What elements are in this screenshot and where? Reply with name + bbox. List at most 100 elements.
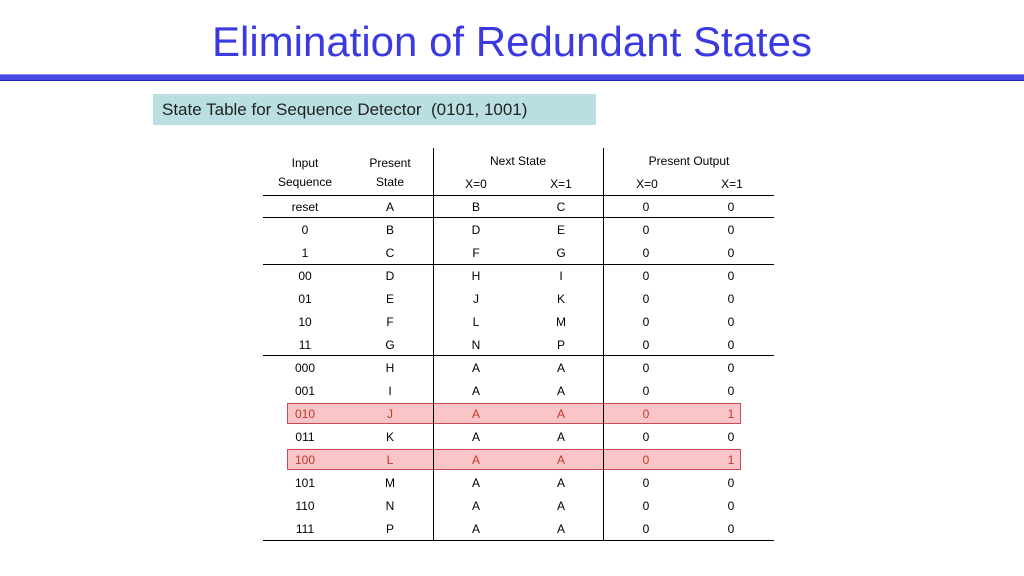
cell-present-state: H	[385, 361, 395, 375]
header-rule	[263, 195, 774, 196]
cell-next-x1: A	[556, 476, 565, 490]
cell-next-x1: C	[556, 200, 566, 214]
cell-next-x0: L	[472, 315, 480, 329]
cell-output-x1: 0	[727, 338, 735, 352]
header-present-line2: State	[375, 175, 405, 189]
cell-next-x0: F	[472, 246, 480, 260]
cell-output-x0: 0	[642, 338, 650, 352]
header-input-line1: Input	[291, 156, 319, 170]
cell-output-x1: 0	[727, 246, 735, 260]
table-caption: State Table for Sequence Detector (0101,…	[153, 94, 596, 125]
cell-output-x1: 0	[727, 200, 735, 214]
cell-output-x0: 0	[642, 522, 650, 536]
cell-present-state: A	[385, 200, 394, 214]
cell-input-sequence: 10	[298, 315, 312, 329]
cell-output-x0: 0	[642, 361, 650, 375]
cell-next-x0: N	[471, 338, 481, 352]
cell-next-x1: G	[556, 246, 566, 260]
cell-next-x0: A	[471, 384, 480, 398]
cell-present-state: L	[386, 453, 394, 467]
cell-input-sequence: 100	[294, 453, 316, 467]
cell-next-x0: H	[471, 269, 481, 283]
highlight-row-100	[287, 449, 741, 470]
cell-next-x1: E	[556, 223, 565, 237]
header-next-x0: X=0	[465, 177, 487, 191]
cell-present-state: P	[385, 522, 394, 536]
header-present-line1: Present	[369, 156, 411, 170]
cell-output-x0: 0	[642, 246, 650, 260]
cell-next-x1: A	[556, 499, 565, 513]
cell-next-x1: A	[556, 407, 565, 421]
cell-output-x0: 0	[642, 476, 650, 490]
cell-next-x1: M	[556, 315, 566, 329]
cell-output-x1: 0	[727, 361, 735, 375]
cell-input-sequence: 111	[295, 522, 315, 536]
cell-output-x0: 0	[642, 292, 650, 306]
cell-output-x1: 0	[727, 522, 735, 536]
cell-input-sequence: 110	[295, 499, 315, 513]
cell-present-state: E	[385, 292, 394, 306]
cell-next-x0: A	[471, 361, 480, 375]
highlight-row-010	[287, 403, 741, 424]
cell-output-x1: 0	[727, 430, 735, 444]
cell-next-x0: B	[471, 200, 480, 214]
header-input-line2: Sequence	[277, 175, 333, 189]
cell-next-x1: A	[556, 453, 565, 467]
cell-input-sequence: 001	[294, 384, 316, 398]
cell-input-sequence: 0	[301, 223, 309, 237]
cell-present-state: D	[385, 269, 395, 283]
cell-output-x1: 1	[727, 453, 735, 467]
cell-output-x1: 0	[727, 384, 735, 398]
cell-input-sequence: 11	[298, 338, 312, 352]
cell-output-x0: 0	[642, 315, 650, 329]
header-next-x1: X=1	[550, 177, 572, 191]
cell-next-x1: A	[556, 430, 565, 444]
cell-input-sequence: 011	[295, 430, 315, 444]
cell-output-x0: 0	[642, 453, 650, 467]
cell-output-x1: 0	[727, 476, 735, 490]
cell-next-x0: A	[471, 476, 480, 490]
cell-input-sequence: 1	[301, 246, 309, 260]
cell-next-x0: A	[471, 453, 480, 467]
header-next-state: Next State	[489, 154, 547, 168]
cell-next-x0: A	[471, 407, 480, 421]
cell-present-state: C	[385, 246, 395, 260]
cell-output-x1: 0	[727, 315, 735, 329]
slide-title: Elimination of Redundant States	[211, 18, 813, 65]
header-output-x0: X=0	[636, 177, 658, 191]
cell-present-state: M	[385, 476, 395, 490]
cell-present-state: I	[388, 384, 392, 398]
cell-next-x1: K	[556, 292, 565, 306]
cell-input-sequence: reset	[291, 200, 319, 214]
column-separator	[433, 148, 434, 541]
cell-output-x1: 0	[727, 499, 735, 513]
cell-next-x0: A	[471, 499, 480, 513]
column-separator	[603, 148, 604, 541]
cell-next-x1: A	[556, 384, 565, 398]
group-rule	[263, 217, 774, 218]
cell-next-x0: J	[473, 292, 479, 306]
cell-output-x0: 0	[642, 269, 650, 283]
group-rule	[263, 264, 774, 265]
cell-present-state: B	[385, 223, 394, 237]
cell-input-sequence: 00	[298, 269, 312, 283]
group-rule	[263, 355, 774, 356]
cell-output-x0: 0	[642, 223, 650, 237]
cell-next-x1: A	[556, 522, 565, 536]
cell-next-x0: A	[471, 430, 480, 444]
cell-next-x0: D	[471, 223, 481, 237]
cell-input-sequence: 010	[294, 407, 316, 421]
cell-output-x1: 0	[727, 223, 735, 237]
header-output-x1: X=1	[721, 177, 743, 191]
cell-next-x0: A	[471, 522, 480, 536]
cell-output-x0: 0	[642, 384, 650, 398]
cell-output-x0: 0	[642, 430, 650, 444]
title-divider	[0, 74, 1024, 81]
header-present-output: Present Output	[648, 154, 730, 168]
cell-present-state: J	[387, 407, 393, 421]
cell-next-x1: P	[556, 338, 565, 352]
cell-output-x1: 1	[727, 407, 735, 421]
cell-present-state: G	[385, 338, 395, 352]
cell-next-x1: A	[556, 361, 565, 375]
cell-present-state: F	[386, 315, 394, 329]
